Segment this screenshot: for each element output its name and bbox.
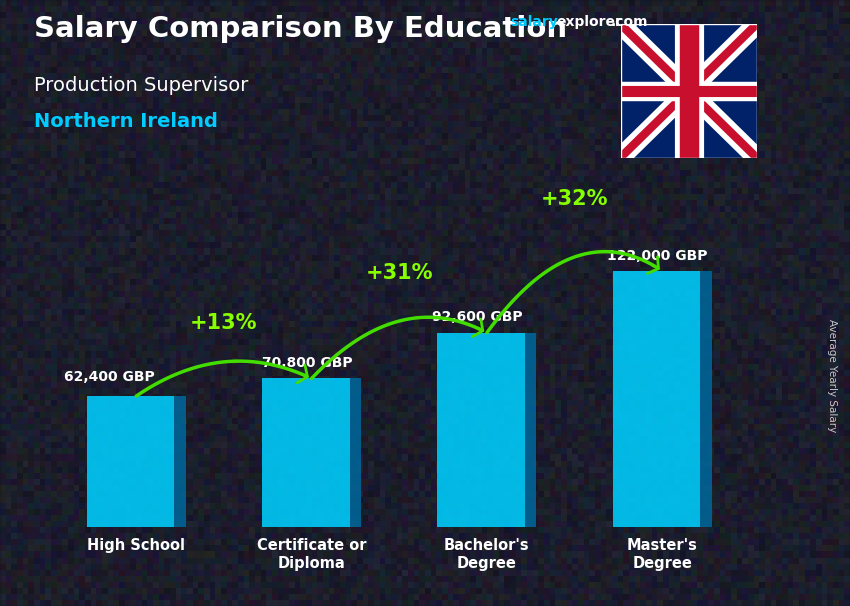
Polygon shape — [87, 396, 174, 527]
Text: Northern Ireland: Northern Ireland — [34, 112, 218, 131]
Text: explorer: explorer — [557, 15, 622, 29]
Text: 62,400 GBP: 62,400 GBP — [64, 370, 155, 384]
Text: +31%: +31% — [366, 264, 433, 284]
Text: Salary Comparison By Education: Salary Comparison By Education — [34, 15, 567, 43]
Text: 70,800 GBP: 70,800 GBP — [262, 356, 353, 370]
Polygon shape — [438, 333, 525, 527]
Polygon shape — [174, 396, 185, 527]
Polygon shape — [349, 379, 361, 527]
Text: .com: .com — [610, 15, 648, 29]
Polygon shape — [613, 271, 700, 527]
Text: 122,000 GBP: 122,000 GBP — [608, 248, 708, 262]
Polygon shape — [700, 271, 711, 527]
Text: +32%: +32% — [541, 189, 609, 209]
Text: +13%: +13% — [190, 313, 258, 333]
Polygon shape — [525, 333, 536, 527]
Text: Average Yearly Salary: Average Yearly Salary — [827, 319, 837, 432]
Text: 92,600 GBP: 92,600 GBP — [432, 310, 523, 324]
Text: salary: salary — [510, 15, 558, 29]
Polygon shape — [262, 379, 349, 527]
Text: Production Supervisor: Production Supervisor — [34, 76, 248, 95]
